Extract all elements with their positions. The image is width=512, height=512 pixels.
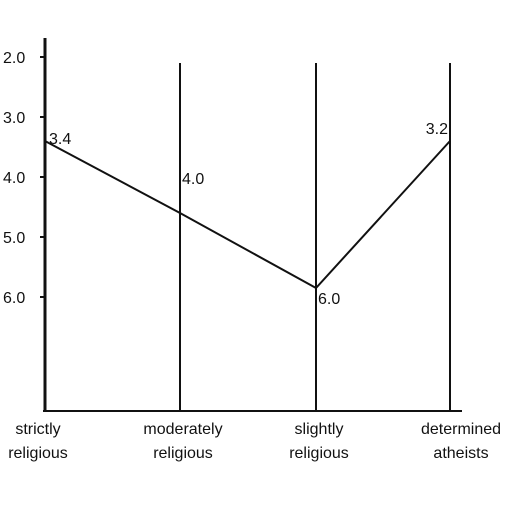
category-label: strictly religious <box>8 421 68 462</box>
y-tick-label: 5.0 <box>3 230 25 247</box>
series-line-path <box>44 140 451 290</box>
y-ticks: 2.0 3.0 4.0 5.0 6.0 <box>3 50 45 307</box>
y-tick-label: 3.0 <box>3 110 25 127</box>
category-label: slightly religious <box>289 421 349 462</box>
data-label: 6.0 <box>318 291 340 308</box>
y-tick-label: 2.0 <box>3 50 25 67</box>
series-line <box>44 140 451 290</box>
data-label: 3.4 <box>49 131 71 148</box>
y-tick-label: 6.0 <box>3 290 25 307</box>
category-gridlines <box>179 63 451 411</box>
y-tick-label: 4.0 <box>3 170 25 187</box>
category-label: moderately religious <box>143 421 222 462</box>
category-labels: strictly religious moderately religious slig… <box>8 421 501 462</box>
data-labels: 3.4 4.0 6.0 3.2 <box>49 121 448 308</box>
data-label: 4.0 <box>182 171 204 188</box>
axes <box>43 38 462 412</box>
category-label: determined atheists <box>421 421 501 462</box>
data-label: 3.2 <box>426 121 448 138</box>
